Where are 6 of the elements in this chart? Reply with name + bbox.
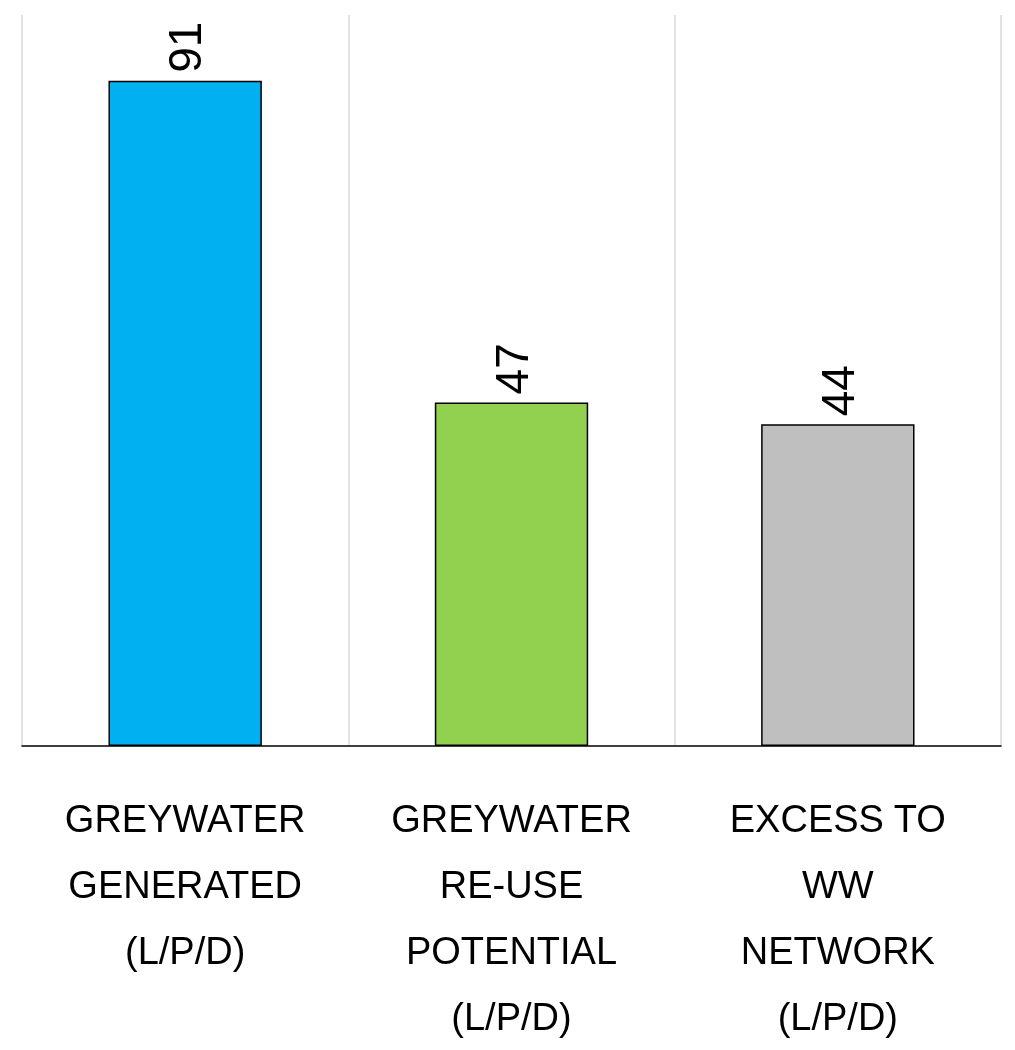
data-label: 91 xyxy=(159,21,212,73)
data-label: 44 xyxy=(811,365,864,417)
x-tick-label: GREYWATER RE-USE POTENTIAL (L/P/D) xyxy=(391,798,632,1038)
x-tick-label: GREYWATER GENERATED (L/P/D) xyxy=(64,798,306,972)
data-label: 47 xyxy=(485,343,538,395)
x-tick-label: EXCESS TO WW NETWORK (L/P/D) xyxy=(729,798,946,1038)
